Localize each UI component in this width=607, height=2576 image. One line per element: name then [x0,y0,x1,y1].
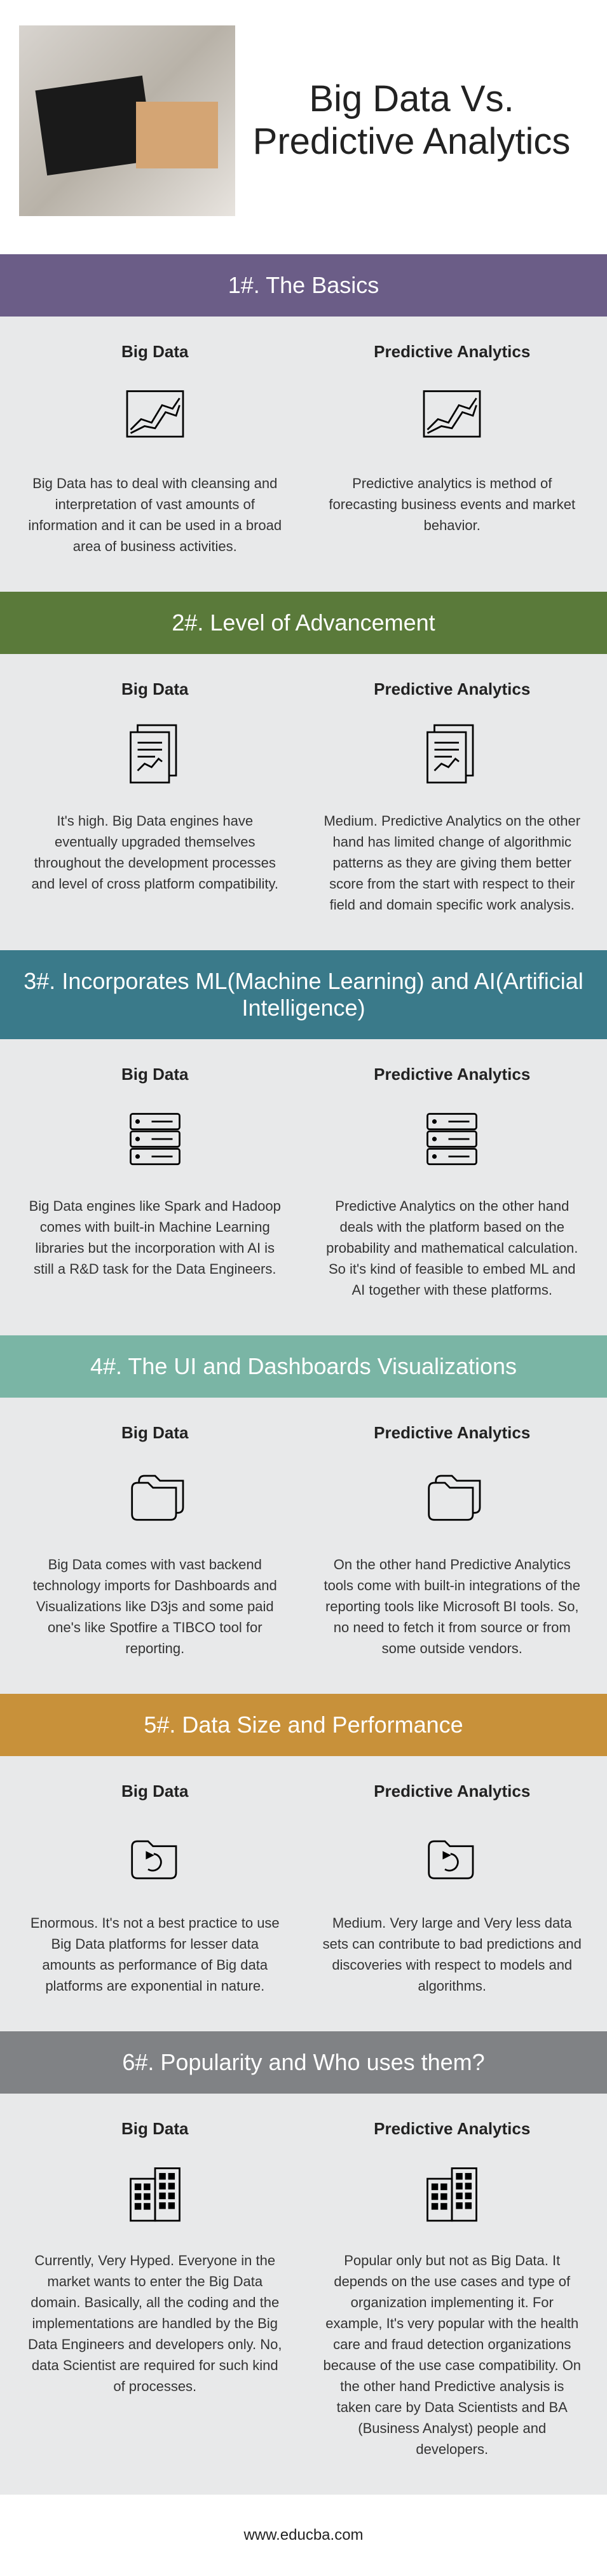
header: Big Data Vs. Predictive Analytics [0,0,607,254]
col-text-right: Predictive Analytics on the other hand d… [317,1196,589,1300]
disk-icon [120,1820,190,1890]
folder-icon [120,1462,190,1532]
comparison-columns: Big Data Big Data engines like Spark and … [19,1065,588,1300]
building-icon [417,2158,487,2228]
section-name: Incorporates ML(Machine Learning) and AI… [62,968,583,1021]
page-title: Big Data Vs. Predictive Analytics [235,78,588,163]
section-body-6: Big Data Currently, Very Hyped. Everyone … [0,2094,607,2495]
col-heading-left: Big Data [19,1782,291,1801]
section-num: 1#. [228,272,260,298]
section-banner-4: 4#. The UI and Dashboards Visualizations [0,1335,607,1398]
col-predictive: Predictive Analytics Medium. Predictive A… [317,679,589,915]
section-name: The UI and Dashboards Visualizations [128,1353,517,1379]
building-icon [120,2158,190,2228]
server-icon [120,1103,190,1173]
comparison-columns: Big Data Currently, Very Hyped. Everyone … [19,2119,588,2460]
section-banner-5: 5#. Data Size and Performance [0,1694,607,1756]
section-name: Data Size and Performance [182,1712,463,1738]
col-big-data: Big Data Currently, Very Hyped. Everyone … [19,2119,291,2460]
chart-icon [417,381,487,451]
section-name: The Basics [266,272,379,298]
comparison-columns: Big Data Big Data has to deal with cleans… [19,342,588,557]
col-predictive: Predictive Analytics Predictive analytics… [317,342,589,557]
section-num: 4#. [90,1353,122,1379]
col-heading-right: Predictive Analytics [317,2119,589,2139]
col-heading-left: Big Data [19,1065,291,1084]
section-banner-1: 1#. The Basics [0,254,607,317]
doc-icon [417,718,487,788]
section-body-3: Big Data Big Data engines like Spark and … [0,1039,607,1335]
col-text-right: Medium. Very large and Very less data se… [317,1912,589,1996]
infographic-page: Big Data Vs. Predictive Analytics 1#. Th… [0,0,607,2576]
comparison-columns: Big Data Enormous. It's not a best practi… [19,1782,588,1996]
section-num: 3#. [24,968,55,994]
section-body-1: Big Data Big Data has to deal with cleans… [0,317,607,592]
col-heading-left: Big Data [19,679,291,699]
col-text-right: On the other hand Predictive Analytics t… [317,1554,589,1659]
col-heading-right: Predictive Analytics [317,1423,589,1443]
footer-url: www.educba.com [0,2495,607,2576]
section-body-4: Big Data Big Data comes with vast backend… [0,1398,607,1694]
header-desk-image [19,25,235,216]
comparison-columns: Big Data Big Data comes with vast backend… [19,1423,588,1659]
section-banner-3: 3#. Incorporates ML(Machine Learning) an… [0,950,607,1039]
col-predictive: Predictive Analytics Predictive Analytics… [317,1065,589,1300]
comparison-columns: Big Data It's high. Big Data engines have… [19,679,588,915]
disk-icon [417,1820,487,1890]
section-body-2: Big Data It's high. Big Data engines have… [0,654,607,950]
col-text-left: Big Data engines like Spark and Hadoop c… [19,1196,291,1279]
folder-icon [417,1462,487,1532]
section-num: 6#. [122,2049,154,2075]
section-name: Popularity and Who uses them? [160,2049,484,2075]
col-text-left: Big Data comes with vast backend technol… [19,1554,291,1659]
section-banner-2: 2#. Level of Advancement [0,592,607,654]
col-heading-right: Predictive Analytics [317,679,589,699]
col-heading-left: Big Data [19,342,291,362]
col-big-data: Big Data Big Data engines like Spark and … [19,1065,291,1300]
col-text-right: Predictive analytics is method of foreca… [317,473,589,536]
col-text-left: Big Data has to deal with cleansing and … [19,473,291,557]
section-name: Level of Advancement [210,610,435,636]
col-heading-left: Big Data [19,1423,291,1443]
col-big-data: Big Data It's high. Big Data engines have… [19,679,291,915]
sections-container: 1#. The Basics Big Data Big Data has to de… [0,254,607,2495]
col-text-left: It's high. Big Data engines have eventua… [19,810,291,894]
col-big-data: Big Data Big Data comes with vast backend… [19,1423,291,1659]
col-heading-right: Predictive Analytics [317,342,589,362]
col-heading-right: Predictive Analytics [317,1782,589,1801]
col-text-left: Enormous. It's not a best practice to us… [19,1912,291,1996]
col-predictive: Predictive Analytics On the other hand Pr… [317,1423,589,1659]
col-text-right: Popular only but not as Big Data. It dep… [317,2250,589,2460]
section-body-5: Big Data Enormous. It's not a best practi… [0,1756,607,2031]
col-predictive: Predictive Analytics Medium. Very large a… [317,1782,589,1996]
chart-icon [120,381,190,451]
section-banner-6: 6#. Popularity and Who uses them? [0,2031,607,2094]
col-predictive: Predictive Analytics Popular only but not… [317,2119,589,2460]
col-text-right: Medium. Predictive Analytics on the othe… [317,810,589,915]
server-icon [417,1103,487,1173]
section-num: 5#. [144,1712,175,1738]
col-big-data: Big Data Enormous. It's not a best practi… [19,1782,291,1996]
section-num: 2#. [172,610,203,636]
doc-icon [120,718,190,788]
col-heading-right: Predictive Analytics [317,1065,589,1084]
col-big-data: Big Data Big Data has to deal with cleans… [19,342,291,557]
col-heading-left: Big Data [19,2119,291,2139]
col-text-left: Currently, Very Hyped. Everyone in the m… [19,2250,291,2397]
